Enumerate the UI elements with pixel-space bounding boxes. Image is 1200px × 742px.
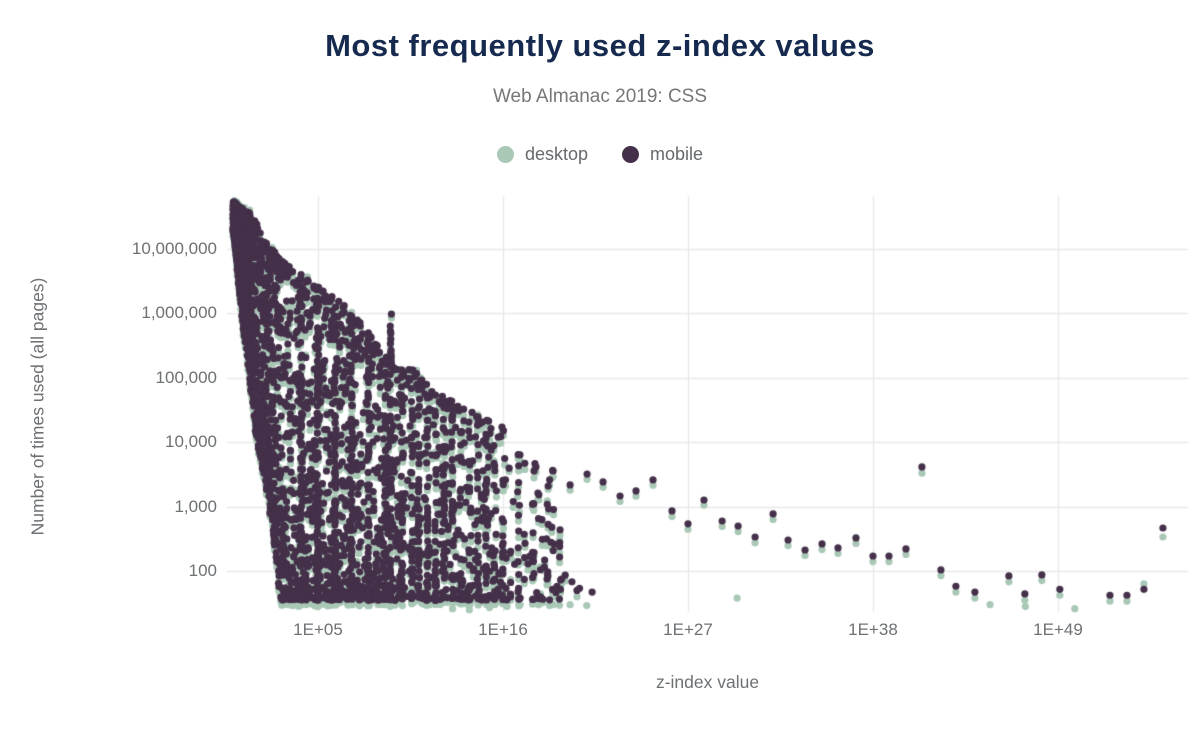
x-tick-label: 1E+27: [663, 620, 713, 639]
x-tick-label: 1E+49: [1033, 620, 1083, 639]
x-axis-title: z-index value: [655, 672, 760, 692]
y-tick-label: 1,000: [174, 496, 217, 516]
x-tick-label: 1E+16: [478, 620, 528, 639]
y-tick-label: 10,000: [165, 432, 217, 452]
y-tick-label: 10,000,000: [131, 239, 217, 258]
y-tick-label: 100,000: [155, 367, 217, 387]
x-tick-label: 1E+05: [293, 620, 343, 639]
x-tick-label: 1E+38: [848, 620, 898, 639]
y-tick-label: 100: [188, 561, 217, 580]
y-tick-label: 1,000,000: [141, 303, 217, 323]
y-axis-title: Number of times used (all pages): [27, 277, 48, 536]
